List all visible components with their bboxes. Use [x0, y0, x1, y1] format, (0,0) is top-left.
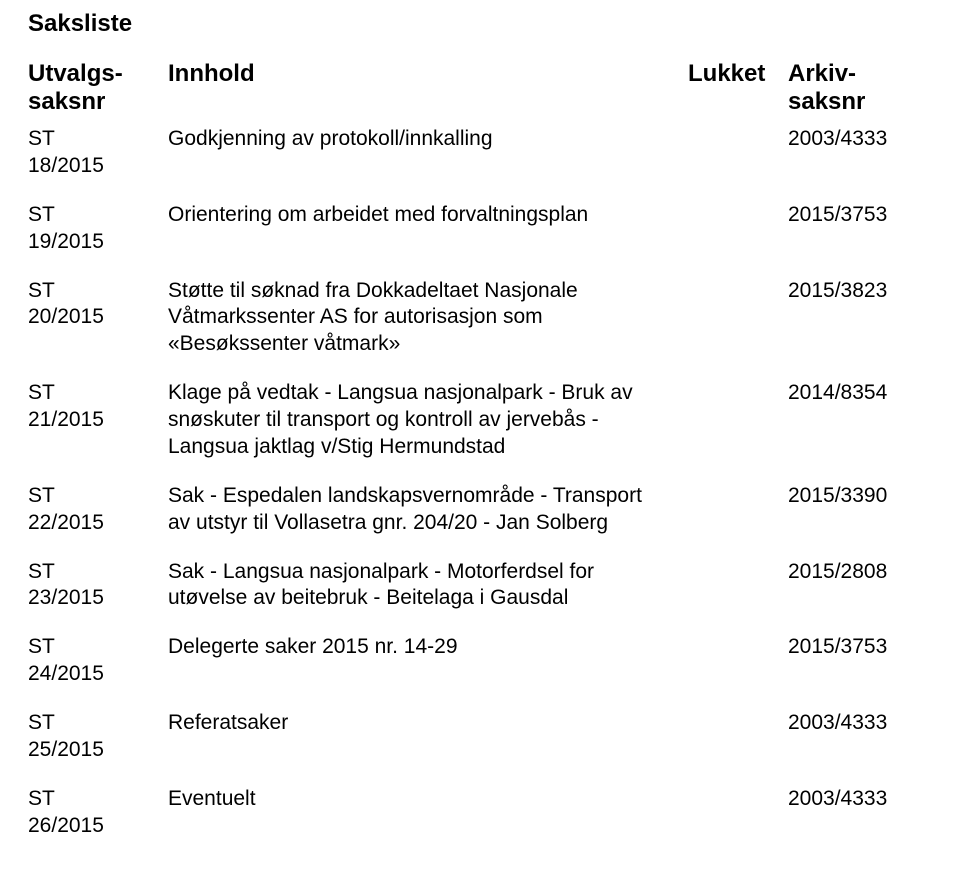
header-utvalgs: Utvalgs-: [28, 60, 168, 88]
saksnr-st: ST: [28, 278, 168, 305]
saksnr-st: ST: [28, 710, 168, 737]
cell-lukket: [688, 710, 788, 764]
cell-innhold: Støtte til søknad fra Dokkadeltaet Nasjo…: [168, 278, 688, 359]
saksnr-num: 18/2015: [28, 153, 168, 180]
cell-innhold: Orientering om arbeidet med forvaltnings…: [168, 202, 688, 256]
cell-lukket: [688, 483, 788, 537]
table-row: ST26/2015Eventuelt 2003/4333: [28, 786, 932, 840]
header-saksnr2: saksnr: [788, 88, 928, 116]
saksnr-st: ST: [28, 634, 168, 661]
cell-utvalgs-saksnr: ST26/2015: [28, 786, 168, 840]
table-row: ST23/2015Sak - Langsua nasjonalpark - Mo…: [28, 559, 932, 613]
table-row: ST20/2015Støtte til søknad fra Dokkadelt…: [28, 278, 932, 359]
cell-arkiv-saksnr: 2015/2808: [788, 559, 928, 613]
cell-arkiv-saksnr: 2015/3753: [788, 634, 928, 688]
cell-lukket: [688, 202, 788, 256]
saksnr-num: 19/2015: [28, 229, 168, 256]
cell-lukket: [688, 786, 788, 840]
saksnr-st: ST: [28, 202, 168, 229]
cell-utvalgs-saksnr: ST22/2015: [28, 483, 168, 537]
saksnr-num: 24/2015: [28, 661, 168, 688]
saksnr-st: ST: [28, 786, 168, 813]
header-utvalgs-saksnr: Utvalgs- saksnr: [28, 60, 168, 116]
cell-utvalgs-saksnr: ST21/2015: [28, 380, 168, 461]
cell-lukket: [688, 278, 788, 359]
saksnr-num: 21/2015: [28, 407, 168, 434]
saksnr-st: ST: [28, 559, 168, 586]
cell-innhold: Godkjenning av protokoll/innkalling: [168, 126, 688, 180]
cell-innhold: Referatsaker: [168, 710, 688, 764]
cell-innhold: Eventuelt: [168, 786, 688, 840]
table-body: ST18/2015Godkjenning av protokoll/innkal…: [28, 126, 932, 840]
cell-innhold: Delegerte saker 2015 nr. 14-29: [168, 634, 688, 688]
table-row: ST24/2015Delegerte saker 2015 nr. 14-292…: [28, 634, 932, 688]
saksnr-st: ST: [28, 483, 168, 510]
saksnr-num: 22/2015: [28, 510, 168, 537]
cell-arkiv-saksnr: 2003/4333: [788, 786, 928, 840]
page-title: Saksliste: [28, 10, 932, 38]
cell-arkiv-saksnr: 2015/3823: [788, 278, 928, 359]
cell-arkiv-saksnr: 2014/8354: [788, 380, 928, 461]
cell-arkiv-saksnr: 2003/4333: [788, 710, 928, 764]
table-row: ST25/2015Referatsaker 2003/4333: [28, 710, 932, 764]
saksnr-st: ST: [28, 380, 168, 407]
saksnr-num: 26/2015: [28, 813, 168, 840]
saksnr-num: 25/2015: [28, 737, 168, 764]
saksnr-num: 20/2015: [28, 304, 168, 331]
table-header: Utvalgs- saksnr Innhold Lukket Arkiv- sa…: [28, 60, 932, 116]
header-saksnr: saksnr: [28, 88, 168, 116]
table-row: ST18/2015Godkjenning av protokoll/innkal…: [28, 126, 932, 180]
cell-arkiv-saksnr: 2003/4333: [788, 126, 928, 180]
cell-lukket: [688, 380, 788, 461]
cell-utvalgs-saksnr: ST18/2015: [28, 126, 168, 180]
header-lukket: Lukket: [688, 60, 788, 116]
document-page: Saksliste Utvalgs- saksnr Innhold Lukket…: [0, 0, 960, 882]
header-innhold: Innhold: [168, 60, 688, 116]
cell-innhold: Sak - Espedalen landskapsvernområde - Tr…: [168, 483, 688, 537]
cell-utvalgs-saksnr: ST25/2015: [28, 710, 168, 764]
cell-utvalgs-saksnr: ST24/2015: [28, 634, 168, 688]
cell-arkiv-saksnr: 2015/3390: [788, 483, 928, 537]
cell-utvalgs-saksnr: ST20/2015: [28, 278, 168, 359]
cell-lukket: [688, 559, 788, 613]
table-row: ST22/2015Sak - Espedalen landskapsvernom…: [28, 483, 932, 537]
cell-lukket: [688, 634, 788, 688]
cell-arkiv-saksnr: 2015/3753: [788, 202, 928, 256]
cell-utvalgs-saksnr: ST23/2015: [28, 559, 168, 613]
table-row: ST19/2015Orientering om arbeidet med for…: [28, 202, 932, 256]
header-arkiv-saksnr: Arkiv- saksnr: [788, 60, 928, 116]
table-row: ST21/2015Klage på vedtak - Langsua nasjo…: [28, 380, 932, 461]
cell-utvalgs-saksnr: ST19/2015: [28, 202, 168, 256]
cell-lukket: [688, 126, 788, 180]
saksnr-st: ST: [28, 126, 168, 153]
saksnr-num: 23/2015: [28, 585, 168, 612]
header-arkiv: Arkiv-: [788, 60, 928, 88]
cell-innhold: Sak - Langsua nasjonalpark - Motorferdse…: [168, 559, 688, 613]
cell-innhold: Klage på vedtak - Langsua nasjonalpark -…: [168, 380, 688, 461]
